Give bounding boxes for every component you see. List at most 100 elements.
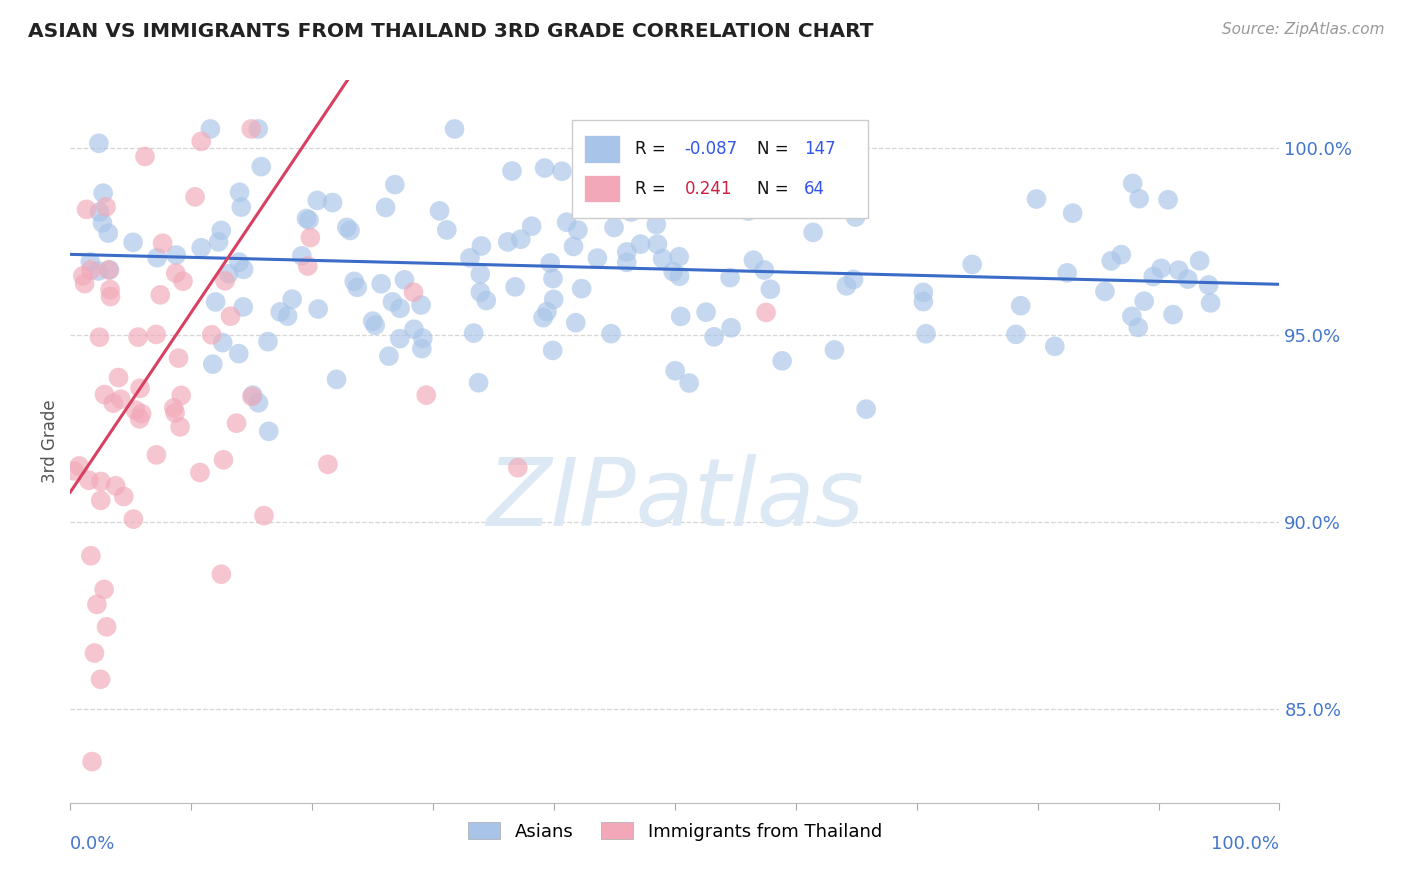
Point [381, 294, 404, 309]
Point [322, 195, 344, 210]
Point [112, 490, 135, 504]
Point [603, 220, 626, 235]
Point [720, 320, 742, 334]
Point [1094, 285, 1116, 299]
Text: R =: R = [636, 140, 665, 158]
Point [336, 220, 359, 235]
Point [325, 372, 347, 386]
Point [531, 310, 554, 325]
Point [1121, 310, 1143, 324]
Point [506, 460, 529, 475]
Point [765, 199, 787, 213]
Point [842, 272, 865, 286]
Point [172, 274, 194, 288]
Point [89, 205, 111, 219]
Text: R =: R = [636, 179, 665, 198]
Point [467, 376, 489, 390]
Point [533, 161, 555, 175]
Point [247, 396, 270, 410]
Point [145, 448, 167, 462]
Point [97, 263, 120, 277]
Point [145, 327, 167, 342]
Point [90, 493, 112, 508]
Point [86, 598, 108, 612]
Point [107, 370, 129, 384]
Point [470, 267, 492, 281]
Point [501, 164, 523, 178]
Point [93, 387, 115, 401]
Point [1056, 266, 1078, 280]
Point [536, 304, 558, 318]
Point [93, 582, 115, 597]
FancyBboxPatch shape [572, 120, 869, 218]
Point [737, 204, 759, 219]
Point [219, 309, 242, 323]
Point [1161, 308, 1184, 322]
Point [80, 755, 103, 769]
Point [165, 248, 187, 262]
Point [211, 335, 233, 350]
Point [411, 342, 433, 356]
Point [1128, 320, 1150, 334]
Legend: Asians, Immigrants from Thailand: Asians, Immigrants from Thailand [461, 814, 889, 848]
Point [912, 294, 935, 309]
Point [257, 425, 280, 439]
Point [73, 277, 96, 291]
Point [668, 269, 690, 284]
Point [232, 262, 254, 277]
Point [110, 392, 132, 407]
FancyBboxPatch shape [585, 136, 620, 162]
Text: -0.087: -0.087 [685, 140, 738, 158]
Point [212, 452, 235, 467]
Point [503, 280, 526, 294]
Point [600, 326, 623, 341]
Point [94, 200, 117, 214]
Point [152, 236, 174, 251]
Point [402, 285, 425, 300]
Point [915, 326, 938, 341]
Point [1122, 177, 1144, 191]
Point [835, 278, 858, 293]
Point [225, 416, 247, 430]
Point [374, 201, 396, 215]
Point [668, 250, 690, 264]
Point [247, 122, 270, 136]
Point [184, 190, 207, 204]
Point [1157, 193, 1180, 207]
Point [754, 263, 776, 277]
Point [361, 314, 384, 328]
Point [228, 255, 250, 269]
Point [543, 293, 565, 307]
Point [339, 223, 361, 237]
Point [1199, 296, 1222, 310]
Point [378, 349, 401, 363]
Point [844, 210, 866, 224]
Point [1128, 192, 1150, 206]
Point [1142, 269, 1164, 284]
Text: 100.0%: 100.0% [1212, 835, 1279, 854]
Point [1111, 247, 1133, 261]
Point [346, 280, 368, 294]
Point [96, 620, 118, 634]
Text: N =: N = [756, 179, 789, 198]
Text: 147: 147 [804, 140, 837, 158]
Point [297, 259, 319, 273]
Point [188, 466, 211, 480]
Point [412, 331, 434, 345]
Text: 64: 64 [804, 179, 825, 198]
Point [90, 475, 112, 489]
Point [616, 244, 638, 259]
Point [169, 420, 191, 434]
Point [269, 305, 291, 319]
Point [1005, 327, 1028, 342]
Point [242, 388, 264, 402]
Point [98, 262, 121, 277]
Point [127, 330, 149, 344]
Point [299, 230, 322, 244]
Point [209, 567, 232, 582]
Point [80, 263, 103, 277]
Point [253, 508, 276, 523]
Point [80, 549, 103, 563]
Point [228, 346, 250, 360]
Point [307, 301, 329, 316]
